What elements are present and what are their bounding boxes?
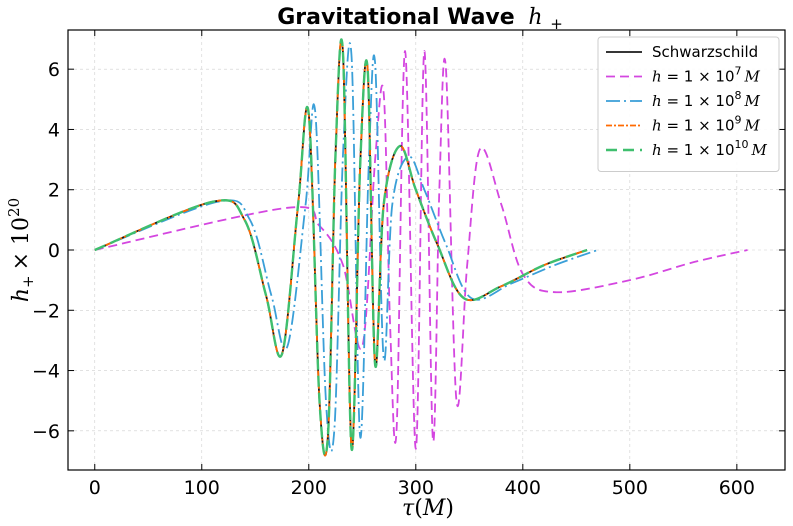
y-tick-label: 0: [48, 240, 60, 262]
x-tick-label: 300: [398, 477, 434, 499]
y-axis-exponent: 20: [5, 198, 23, 217]
legend-label-body: = 1 × 10: [662, 141, 735, 159]
legend-label-sup: 9: [735, 114, 742, 127]
legend-label-var: h: [652, 141, 662, 159]
series-line-4: [94, 38, 588, 457]
chart-title-symbol: h: [528, 5, 542, 30]
legend-label-body: = 1 × 10: [662, 117, 735, 135]
y-axis-symbol: h: [9, 288, 34, 302]
chart-title-main: Gravitational Wave: [277, 5, 514, 30]
legend-label-unit: M: [744, 92, 761, 110]
legend-label-unit: M: [744, 117, 761, 135]
y-axis-multiplier: × 10: [9, 217, 34, 270]
legend-label: Schwarzschild: [652, 43, 758, 61]
legend-label-body: = 1 × 10: [662, 68, 735, 86]
legend-label-unit: M: [751, 141, 768, 159]
x-axis-symbol: τ: [402, 496, 415, 521]
series-line-1: [94, 50, 748, 450]
legend-label-var: h: [652, 117, 662, 135]
series-layer: [94, 38, 748, 457]
y-tick-label: −4: [32, 361, 60, 383]
legend-label-var: h: [652, 92, 662, 110]
series-line-2: [94, 42, 599, 453]
x-tick-label: 500: [612, 477, 648, 499]
x-tick-label: 200: [291, 477, 327, 499]
y-tick-label: 6: [48, 59, 60, 81]
x-tick-label: 0: [89, 477, 101, 499]
legend-label: h = 1 × 107 M: [652, 65, 761, 86]
y-axis-subscript: +: [19, 275, 37, 288]
y-tick-label: −2: [32, 300, 60, 322]
y-tick-label: 4: [48, 119, 60, 141]
y-axis-title: h+ × 1020: [5, 198, 37, 302]
legend-label-unit: M: [744, 68, 761, 86]
legend-label: h = 1 × 109 M: [652, 114, 761, 135]
chart-title-subscript: +: [550, 15, 563, 33]
legend-label: h = 1 × 1010 M: [652, 138, 768, 159]
chart-title: Gravitational Wave h +: [277, 5, 563, 33]
legend-box: [597, 36, 780, 172]
x-axis-unit-close: ): [445, 496, 454, 521]
x-axis-unit: M: [422, 496, 446, 521]
legend-label-body: = 1 × 10: [662, 92, 735, 110]
legend-label-sup: 8: [735, 89, 742, 102]
x-tick-label: 400: [505, 477, 541, 499]
legend-label-sup: 7: [735, 65, 742, 78]
ticks: 0 100 200 300 400 500 600 −6 −4 −2 0 2 4 6: [32, 30, 785, 499]
x-tick-label: 100: [184, 477, 220, 499]
legend-label-var: h: [652, 68, 662, 86]
y-tick-label: −6: [32, 421, 60, 443]
x-tick-label: 600: [719, 477, 755, 499]
legend-label: h = 1 × 108 M: [652, 89, 761, 110]
y-tick-label: 2: [48, 180, 60, 202]
x-axis-title: τ(M): [402, 496, 454, 521]
legend-label-sup: 10: [735, 138, 749, 151]
x-axis-unit-open: (: [414, 496, 423, 521]
